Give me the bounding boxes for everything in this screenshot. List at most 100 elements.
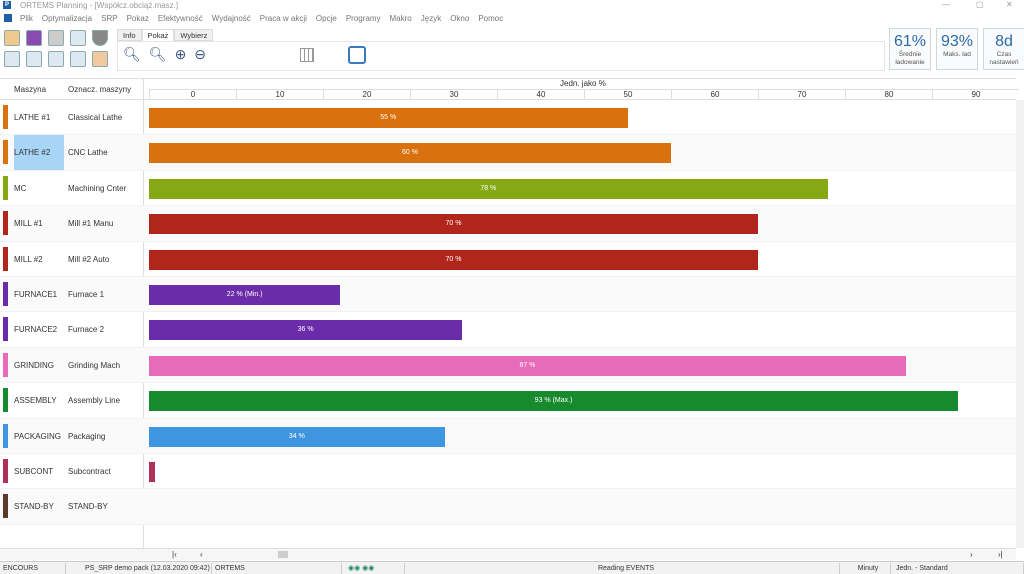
menu-programy[interactable]: Programy: [345, 13, 381, 23]
machine-desc: Assembly Line: [68, 396, 121, 406]
bar[interactable]: [149, 462, 156, 482]
bar[interactable]: 87 %: [149, 355, 906, 376]
menu-okno[interactable]: Okno: [450, 13, 470, 23]
table-row[interactable]: FURNACE2 Furnace 2 36 %: [0, 312, 1016, 348]
x-tick-label: 30: [410, 89, 497, 100]
table-icon[interactable]: [70, 51, 86, 67]
menu-bar: Plik Optymalizacja SRP Pokaz Efektywność…: [0, 11, 1024, 25]
minimize-button[interactable]: —: [942, 0, 950, 9]
zoom-in-icon[interactable]: ⊕: [174, 46, 187, 62]
status-mode[interactable]: Jedn. - Standard: [893, 563, 1024, 574]
table-row[interactable]: LATHE #2 CNC Lathe 60 %: [0, 135, 1016, 171]
menu-pomoc[interactable]: Pomoc: [478, 13, 504, 23]
machine-name[interactable]: STAND-BY: [14, 502, 54, 512]
machine-desc: Machining Cnter: [68, 183, 127, 193]
resources-icon[interactable]: [26, 51, 42, 67]
machine-color-swatch: [3, 246, 8, 271]
menu-efektywnosc[interactable]: Efektywność: [157, 13, 203, 23]
bar[interactable]: 78 %: [149, 178, 828, 199]
network-icon[interactable]: [348, 46, 366, 64]
status-unit[interactable]: Minuty: [843, 563, 891, 574]
table-row[interactable]: MILL #1 Mill #1 Manu 70 %: [0, 206, 1016, 242]
card-icon[interactable]: [70, 30, 86, 46]
machine-name[interactable]: MILL #2: [14, 254, 43, 264]
table-row[interactable]: PACKAGING Packaging 34 %: [0, 418, 1016, 454]
bar[interactable]: 34 %: [149, 426, 445, 447]
col-machine[interactable]: Maszyna: [14, 85, 47, 94]
table-row[interactable]: GRINDING Grinding Mach 87 %: [0, 347, 1016, 384]
table-row[interactable]: MC Machining Cnter 78 %: [0, 171, 1016, 207]
machine-desc: Mill #2 Auto: [68, 254, 110, 264]
machine-color-swatch: [3, 423, 8, 448]
save-icon[interactable]: [26, 30, 42, 46]
table-row[interactable]: MILL #2 Mill #2 Auto 70 %: [0, 242, 1016, 277]
menu-srp[interactable]: SRP: [101, 13, 118, 23]
machine-color-swatch: [3, 388, 8, 413]
menu-makro[interactable]: Makro: [389, 13, 412, 23]
filter-icon[interactable]: [92, 30, 108, 46]
bar[interactable]: 70 %: [149, 214, 758, 235]
gantt-icon[interactable]: [4, 51, 20, 67]
open-icon[interactable]: [4, 30, 20, 46]
machine-name[interactable]: PACKAGING: [14, 431, 61, 441]
x-tick-label: 70: [758, 89, 845, 100]
close-button[interactable]: ✕: [1006, 0, 1013, 9]
machine-desc: Subcontract: [68, 467, 111, 476]
bar-label: 78 %: [480, 184, 497, 192]
grid-icon[interactable]: [300, 48, 314, 62]
table-row[interactable]: FURNACE1 Furnace 1 22 % (Min.): [0, 277, 1016, 313]
chart-icon[interactable]: [92, 51, 108, 67]
machine-name[interactable]: MC: [14, 183, 27, 193]
table-row[interactable]: LATHE #1 Classical Lathe 55 %: [0, 100, 1016, 136]
machine-name[interactable]: SUBCONT: [14, 467, 54, 476]
app-menu-icon[interactable]: [4, 14, 12, 22]
x-tick-label: 90: [932, 89, 1019, 100]
tab-info[interactable]: Info: [117, 29, 142, 41]
machine-color-swatch: [3, 459, 8, 483]
bar[interactable]: 93 % (Max.): [149, 391, 959, 412]
diagram-icon[interactable]: [48, 51, 64, 67]
machine-name[interactable]: LATHE #2: [14, 135, 64, 171]
machine-color-swatch: [3, 317, 8, 342]
vertical-scrollbar[interactable]: [1016, 100, 1024, 548]
menu-optymalizacja[interactable]: Optymalizacja: [41, 13, 93, 23]
machine-name[interactable]: ASSEMBLY: [14, 396, 57, 406]
bar-label: 60 %: [402, 149, 418, 157]
bar[interactable]: 70 %: [149, 249, 758, 270]
machine-color-swatch: [3, 494, 8, 519]
menu-pokaz[interactable]: Pokaz: [126, 13, 149, 23]
menu-plik[interactable]: Plik: [20, 13, 33, 23]
axis-title: Jedn. jako %: [560, 79, 606, 88]
tab-wybierz[interactable]: Wybierz: [174, 29, 214, 41]
calculator-icon[interactable]: [48, 30, 64, 46]
zoom-fit-icon[interactable]: 🔍︎: [148, 46, 167, 62]
menu-opcje[interactable]: Opcje: [315, 13, 337, 23]
machine-name[interactable]: MILL #1: [14, 219, 43, 229]
bar[interactable]: 22 % (Min.): [149, 285, 341, 305]
bar-label: 55 %: [380, 114, 397, 121]
x-tick-label: 0: [149, 89, 236, 100]
bar[interactable]: 36 %: [149, 320, 463, 341]
zoom-reset-icon[interactable]: 🔍︎: [123, 46, 141, 62]
status-user: ORTEMS: [212, 563, 342, 574]
grid-header: Maszyna Oznacz. maszyny Jedn. jako % 0 10…: [0, 78, 1019, 549]
app-logo: P: [3, 1, 11, 9]
col-desc[interactable]: Oznacz. maszyny: [68, 85, 132, 94]
machine-name[interactable]: FURNACE1: [14, 290, 58, 299]
table-row[interactable]: ASSEMBLY Assembly Line 93 % (Max.): [0, 383, 1016, 419]
maximize-button[interactable]: ▢: [976, 0, 984, 9]
machine-name[interactable]: FURNACE2: [14, 325, 58, 335]
table-row[interactable]: SUBCONT Subcontract: [0, 454, 1016, 490]
horizontal-scrollbar[interactable]: |‹ ‹ › ›|: [0, 548, 1016, 560]
menu-praca[interactable]: Praca w akcji: [259, 13, 307, 23]
menu-wydajnosc[interactable]: Wydajność: [211, 13, 251, 23]
table-row[interactable]: STAND-BY STAND-BY: [0, 489, 1016, 525]
zoom-out-icon[interactable]: ⊖: [194, 46, 207, 62]
machine-name[interactable]: GRINDING: [14, 360, 54, 370]
tab-pokaz[interactable]: Pokaż: [141, 29, 175, 41]
bar[interactable]: 60 %: [149, 143, 671, 164]
machine-name[interactable]: LATHE #1: [14, 113, 51, 122]
bar[interactable]: 55 %: [149, 108, 628, 128]
status-encours: ENCOURS: [0, 563, 66, 574]
menu-jezyk[interactable]: Język: [420, 13, 442, 23]
